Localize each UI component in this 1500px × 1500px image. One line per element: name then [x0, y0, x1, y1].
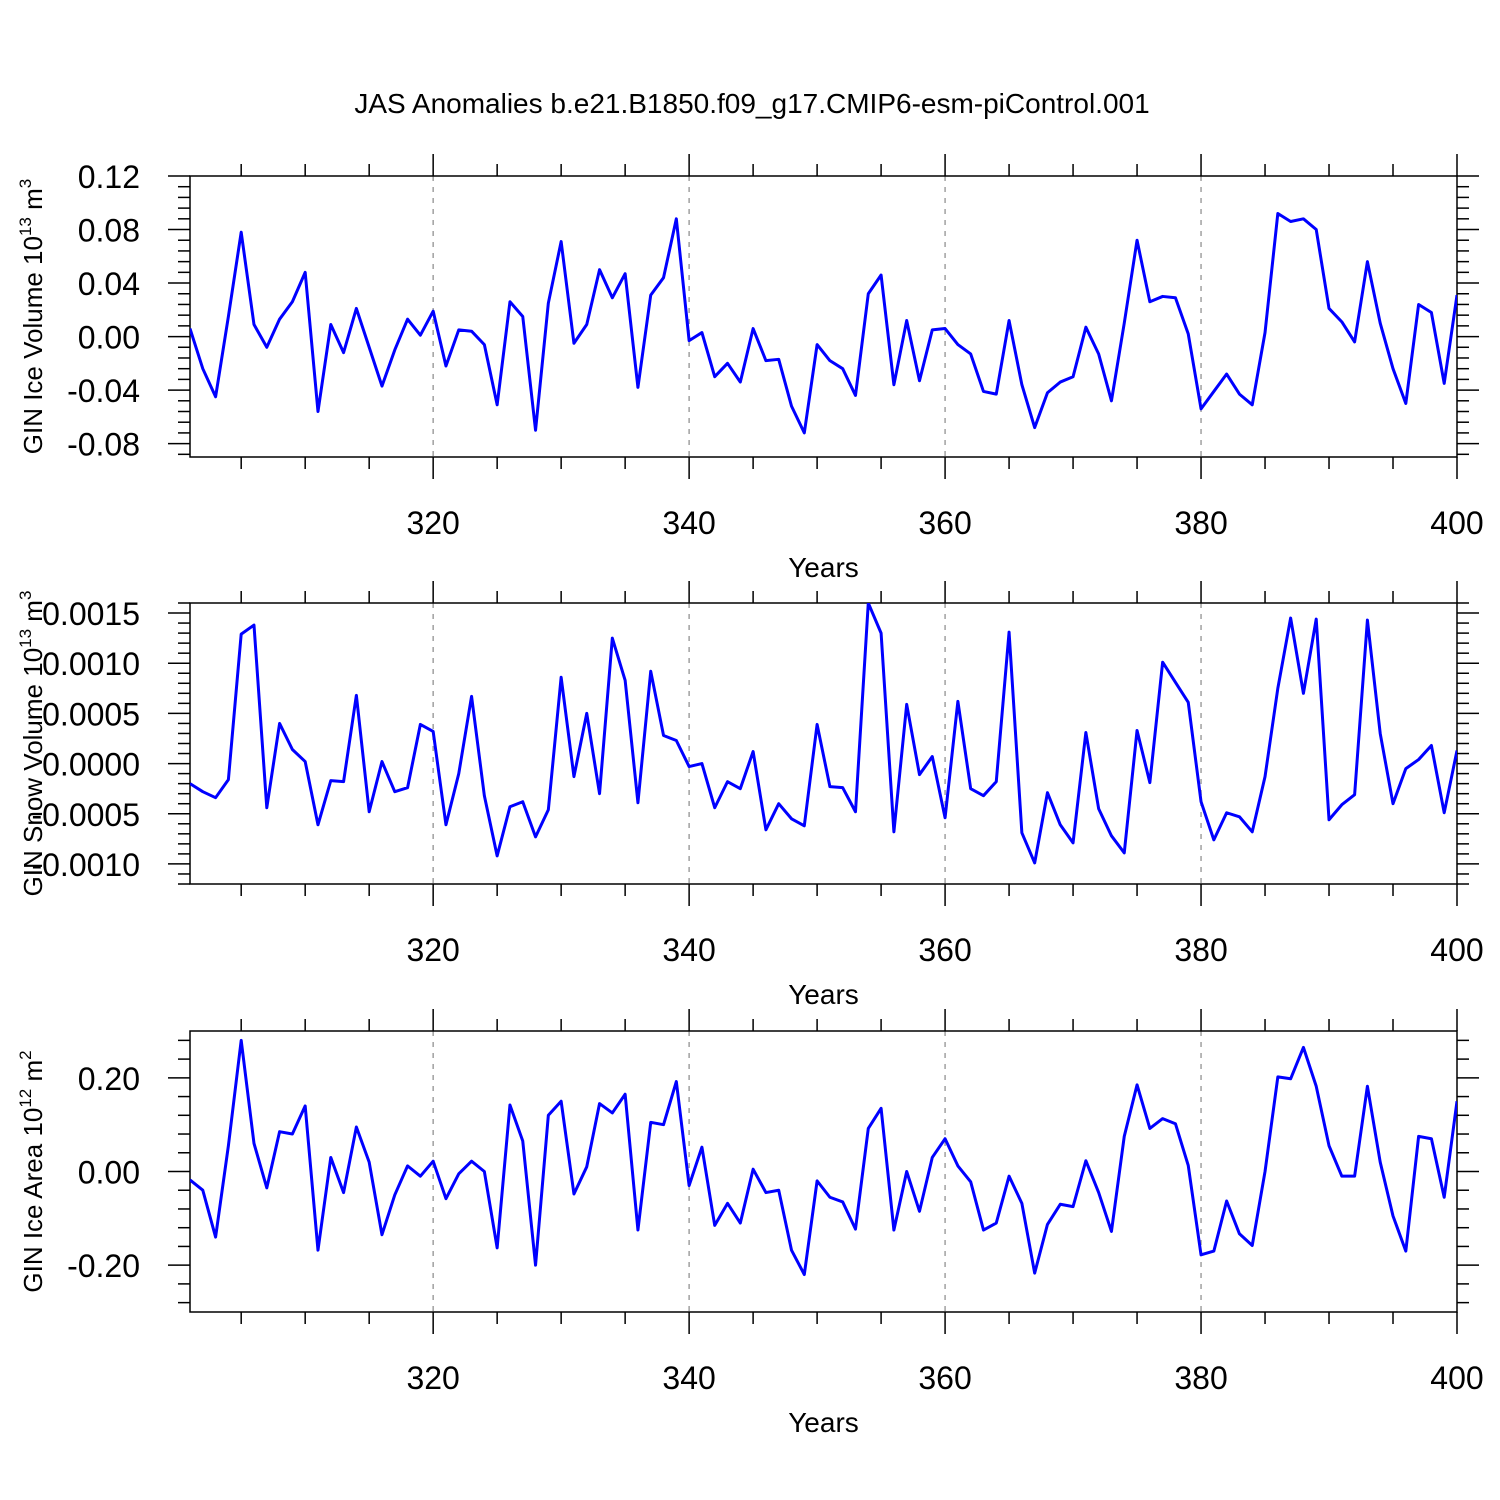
series-line — [190, 1038, 1457, 1277]
x-tick-label: 340 — [662, 932, 715, 968]
plot-frame — [189, 175, 1458, 458]
x-tick-label: 380 — [1174, 505, 1227, 541]
x-tick-label: 320 — [406, 1360, 459, 1396]
y-axis-label-text: GIN Snow Volume 10 — [18, 648, 48, 897]
x-tick-label: 360 — [918, 1360, 971, 1396]
x-tick-label: 400 — [1430, 505, 1483, 541]
x-tick-label: 360 — [918, 505, 971, 541]
y-tick-label: -0.0010 — [31, 847, 140, 883]
x-tick-label: 380 — [1174, 1360, 1227, 1396]
series-line — [190, 603, 1457, 865]
y-tick-label: 0.00 — [78, 320, 140, 356]
y-tick-label: -0.20 — [67, 1248, 140, 1284]
y-tick-label: 0.04 — [78, 266, 140, 302]
x-tick-label: 360 — [918, 932, 971, 968]
x-tick-label: 320 — [406, 932, 459, 968]
y-axis-label-unit-exponent: 3 — [16, 179, 35, 188]
series-line — [190, 211, 1457, 435]
y-axis-label-exponent: 13 — [16, 629, 35, 648]
y-tick-label: 0.20 — [78, 1061, 140, 1097]
plot-frame — [189, 602, 1458, 885]
y-axis-label-text: GIN Ice Area 10 — [18, 1108, 48, 1293]
x-axis-label: Years — [788, 552, 859, 583]
x-axis-label: Years — [788, 1407, 859, 1438]
y-tick-label: -0.0005 — [31, 797, 140, 833]
y-axis-label: GIN Ice Volume 1013 m3 — [16, 179, 48, 455]
y-tick-label: -0.08 — [67, 427, 140, 463]
y-axis-label-exponent: 12 — [16, 1089, 35, 1108]
x-tick-label: 380 — [1174, 932, 1227, 968]
y-tick-label: 0.0015 — [42, 596, 140, 632]
y-tick-label: 0.08 — [78, 213, 140, 249]
x-tick-label: 340 — [662, 505, 715, 541]
y-tick-label: 0.0010 — [42, 646, 140, 682]
y-axis-label-text: GIN Ice Volume 10 — [18, 236, 48, 454]
x-tick-label: 400 — [1430, 1360, 1483, 1396]
y-axis-label-unit: m — [18, 600, 48, 629]
y-tick-label: 0.12 — [78, 159, 140, 195]
x-tick-label: 400 — [1430, 932, 1483, 968]
plot-frame — [189, 1030, 1458, 1313]
y-axis-label-unit-exponent: 2 — [16, 1050, 35, 1059]
x-tick-label: 320 — [406, 505, 459, 541]
y-tick-label: 0.00 — [78, 1155, 140, 1191]
y-axis-label-exponent: 13 — [16, 217, 35, 236]
y-axis-label: GIN Snow Volume 1013 m3 — [16, 591, 48, 897]
y-tick-label: 0.0000 — [42, 747, 140, 783]
y-axis-label-unit: m — [18, 188, 48, 217]
panel-snow-volume: 320 340 360 380 400 0.0015 0.0010 0.0005 0.0000 -… — [16, 581, 1484, 1010]
x-axis-label: Years — [788, 979, 859, 1010]
y-tick-label: -0.04 — [67, 373, 140, 409]
y-axis-label: GIN Ice Area 1012 m2 — [16, 1050, 48, 1292]
panel-ice-volume: 320 340 360 380 400 0.12 0.08 0.04 0.00 -0.04 -0.0… — [16, 154, 1484, 583]
y-axis-label-unit-exponent: 3 — [16, 591, 35, 600]
x-tick-label: 340 — [662, 1360, 715, 1396]
panel-ice-area: 320 340 360 380 400 0.20 0.00 -0.20 Years GIN Ice… — [16, 1009, 1484, 1438]
y-tick-label: 0.0005 — [42, 696, 140, 732]
y-axis-label-unit: m — [18, 1060, 48, 1089]
chart-title: JAS Anomalies b.e21.B1850.f09_g17.CMIP6-… — [354, 88, 1149, 119]
